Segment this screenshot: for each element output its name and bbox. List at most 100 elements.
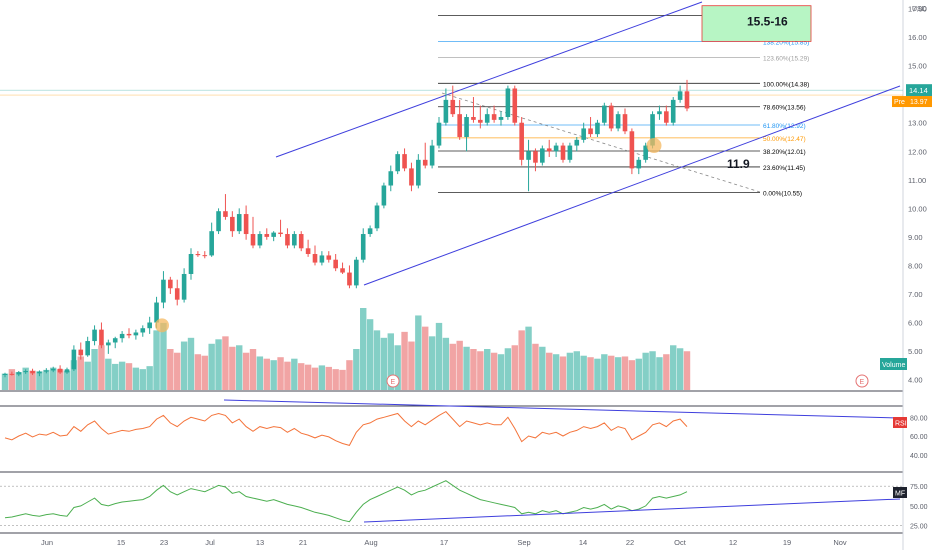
candle-body bbox=[491, 114, 497, 120]
candle-body bbox=[209, 231, 214, 256]
candle-body bbox=[484, 114, 490, 123]
earnings-marker-icon[interactable] bbox=[386, 374, 400, 388]
volume-bar bbox=[656, 357, 663, 390]
fib-level-label: 138.20%(15.85) bbox=[763, 39, 809, 46]
candle-body bbox=[202, 255, 208, 257]
time-tick-label: 17 bbox=[440, 538, 448, 547]
mf-tick-label: 25.00 bbox=[910, 524, 928, 531]
candle-body bbox=[560, 145, 566, 160]
candle-body bbox=[195, 254, 201, 256]
rsi-badge-label: RSI bbox=[895, 421, 907, 428]
candle-body bbox=[133, 332, 139, 336]
volume-bar bbox=[270, 360, 277, 390]
volume-bar bbox=[339, 369, 346, 390]
volume-bar bbox=[676, 348, 684, 390]
candle-body bbox=[161, 279, 166, 303]
candle-body bbox=[30, 371, 35, 374]
time-tick-label: 14 bbox=[579, 538, 587, 547]
candle-body bbox=[154, 302, 159, 323]
candle-body bbox=[622, 114, 628, 132]
volume-bar bbox=[291, 358, 298, 390]
candle-body bbox=[429, 145, 435, 166]
candle-body bbox=[388, 171, 394, 186]
volume-bar bbox=[304, 364, 312, 390]
earnings-marker-label: E bbox=[391, 379, 396, 386]
time-tick-label: Sep bbox=[517, 538, 530, 547]
candle-body bbox=[450, 99, 456, 115]
volume-bar bbox=[422, 326, 429, 390]
volume-bar bbox=[56, 369, 64, 390]
fib-level-label: 100.00%(14.38) bbox=[763, 81, 809, 88]
candle-body bbox=[278, 232, 283, 235]
pre-price-badge-label: Pre bbox=[894, 99, 905, 106]
volume-bar bbox=[552, 354, 560, 390]
candle-body bbox=[567, 145, 573, 160]
candle-body bbox=[126, 333, 132, 336]
volume-bar bbox=[63, 370, 71, 390]
candle-body bbox=[174, 288, 180, 300]
candle-body bbox=[23, 371, 28, 373]
volume-bar bbox=[442, 337, 450, 390]
volume-bar bbox=[1, 373, 9, 390]
candle-body bbox=[670, 99, 676, 123]
candle-body bbox=[546, 148, 552, 152]
candle-body bbox=[285, 234, 290, 246]
candle-body bbox=[367, 228, 373, 235]
time-tick-label: Jun bbox=[41, 538, 53, 547]
time-tick-label: 13 bbox=[256, 538, 264, 547]
volume-bar bbox=[346, 360, 353, 390]
candle-body bbox=[416, 159, 421, 186]
volume-bar bbox=[463, 346, 470, 390]
candle-body bbox=[602, 105, 607, 123]
volume-bar bbox=[663, 354, 670, 390]
fib-level-label: 78.60%(13.56) bbox=[763, 105, 806, 112]
volume-bar bbox=[401, 331, 408, 390]
volume-bar bbox=[621, 356, 629, 390]
volume-bar bbox=[511, 345, 518, 390]
volume-bar bbox=[84, 361, 91, 390]
volume-bar bbox=[573, 351, 580, 390]
candle-body bbox=[664, 111, 669, 123]
candle-body bbox=[505, 88, 511, 118]
mf-tick-label: 50.00 bbox=[910, 504, 928, 511]
candle-body bbox=[629, 131, 635, 169]
volume-bar bbox=[50, 367, 57, 390]
candle-body bbox=[257, 234, 263, 246]
candle-body bbox=[64, 369, 70, 373]
price-tick-label: 10.00 bbox=[908, 204, 927, 213]
volume-bar bbox=[194, 354, 202, 390]
candle-body bbox=[533, 151, 538, 163]
mf-trend-line bbox=[363, 498, 901, 523]
time-tick-label: Jul bbox=[205, 538, 215, 547]
candle-body bbox=[112, 338, 118, 343]
fib-level-label: 0.00%(10.55) bbox=[763, 191, 802, 198]
volume-bar bbox=[504, 348, 512, 390]
volume-bar bbox=[311, 367, 319, 390]
currency-label: USD bbox=[912, 6, 927, 13]
volume-bar bbox=[263, 358, 270, 390]
volume-bar bbox=[360, 308, 367, 390]
volume-bar bbox=[566, 352, 574, 390]
volume-bar bbox=[587, 357, 594, 390]
dashed-trend-line bbox=[441, 92, 761, 193]
volume-badge bbox=[880, 358, 907, 370]
candle-body bbox=[677, 91, 683, 100]
volume-bar bbox=[139, 369, 146, 390]
candle-body bbox=[16, 372, 22, 375]
candle-body bbox=[140, 328, 146, 333]
volume-bar bbox=[380, 337, 388, 390]
target-zone-box bbox=[701, 5, 812, 42]
earnings-marker-icon[interactable] bbox=[855, 374, 869, 388]
rsi-tick-label: 80.00 bbox=[910, 415, 928, 422]
volume-bar bbox=[118, 361, 126, 390]
volume-bar bbox=[497, 354, 505, 390]
candle-body bbox=[250, 234, 256, 246]
volume-bar bbox=[132, 367, 140, 390]
candle-body bbox=[57, 368, 63, 373]
volume-bar bbox=[449, 343, 456, 390]
volume-bar bbox=[242, 352, 250, 390]
candle-body bbox=[519, 122, 524, 160]
candle-body bbox=[312, 254, 318, 263]
mf-badge-label: MF bbox=[895, 491, 905, 498]
